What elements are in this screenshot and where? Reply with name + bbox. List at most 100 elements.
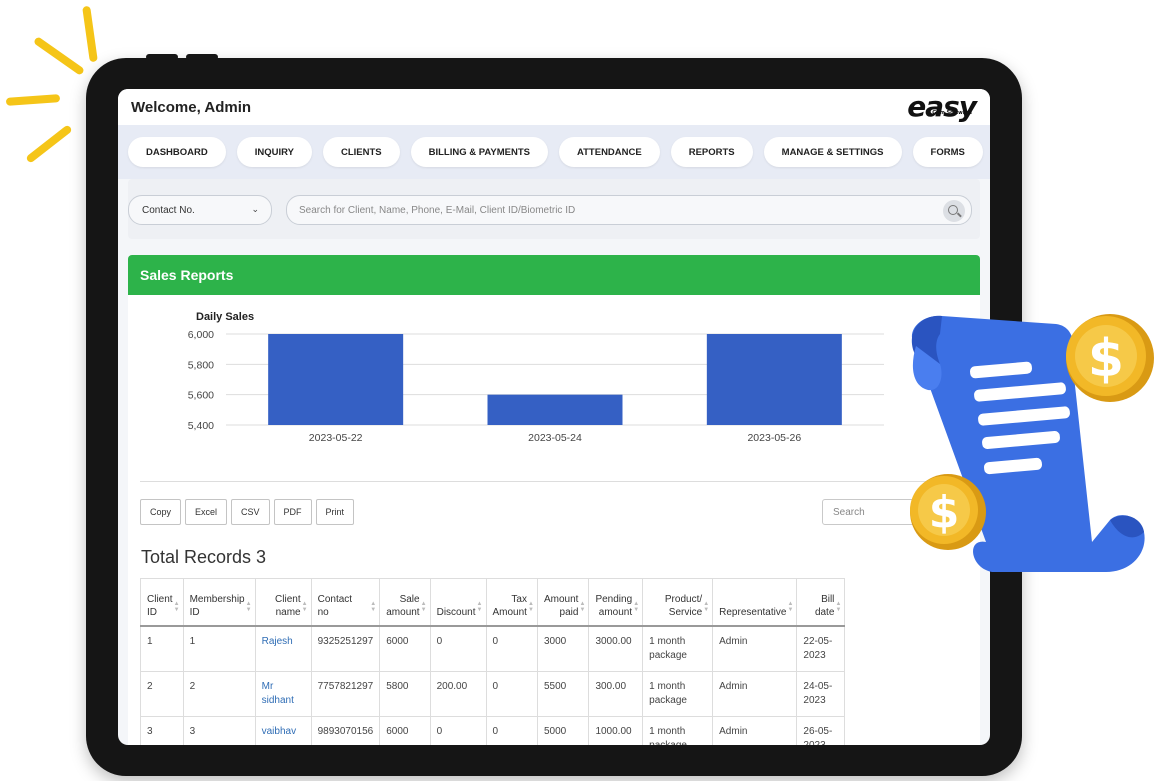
sort-icon[interactable]: ▲ ▼ xyxy=(370,600,377,613)
client-search-input[interactable]: Search for Client, Name, Phone, E-Mail, … xyxy=(286,195,972,225)
search-type-select[interactable]: Contact No. ⌄ xyxy=(128,195,272,225)
y-tick-label: 5,400 xyxy=(188,420,214,432)
x-tick-label: 2023-05-22 xyxy=(309,432,363,444)
logo-subtitle: Gym Software xyxy=(932,110,972,116)
table-cell: 2 xyxy=(182,670,256,717)
export-buttons: Copy Excel CSV PDF Print xyxy=(140,499,355,525)
client-name-link[interactable]: Rajesh xyxy=(254,625,312,672)
sales-report-card: Sales Reports 6,000 5,800 5,600 5,400 2023-0… xyxy=(128,255,980,745)
column-header[interactable]: Contact no ▲ ▼ xyxy=(310,578,381,627)
table-cell: 0 xyxy=(485,715,538,745)
nav-dashboard[interactable]: DASHBOARD xyxy=(128,137,226,167)
y-tick-label: 5,600 xyxy=(188,390,214,402)
nav-attendance[interactable]: ATTENDANCE xyxy=(558,137,660,167)
column-header-label: Client xyxy=(147,593,173,605)
nav-manage-settings[interactable]: MANAGE & SETTINGS xyxy=(763,137,902,167)
column-header-label: Product/ xyxy=(664,593,703,605)
column-header-label: Client xyxy=(275,593,301,605)
nav-inquiry[interactable]: INQUIRY xyxy=(236,137,312,167)
column-header-label: Representative xyxy=(719,606,787,618)
nav-forms[interactable]: FORMS xyxy=(912,137,983,167)
table-cell: 5000 xyxy=(536,715,590,745)
nav-clients[interactable]: CLIENTS xyxy=(322,137,400,167)
column-header-label: Discount xyxy=(436,606,476,618)
column-header[interactable]: Pending amount ▲ ▼ xyxy=(588,578,644,627)
column-header[interactable]: Client name ▲ ▼ xyxy=(254,578,312,627)
nav-reports[interactable]: REPORTS xyxy=(670,137,753,167)
sort-icon[interactable]: ▲ ▼ xyxy=(633,600,640,613)
column-header-label: amount xyxy=(598,606,633,618)
client-name-link[interactable]: Mr sidhant xyxy=(254,670,312,717)
decorative-burst-line xyxy=(25,124,73,164)
bar[interactable] xyxy=(487,394,623,425)
column-header-label: Amount xyxy=(492,606,527,618)
table-cell: 1 month package xyxy=(642,625,714,672)
table-cell: 5800 xyxy=(379,670,431,717)
svg-text:$: $ xyxy=(929,487,960,538)
column-header[interactable]: Discount ▲ ▼ xyxy=(429,578,487,627)
decorative-burst-line xyxy=(5,94,61,106)
table-cell: 9325251297 xyxy=(310,625,381,672)
column-header[interactable]: Membership ID ▲ ▼ xyxy=(182,578,256,627)
sort-icon[interactable]: ▲ ▼ xyxy=(173,600,180,613)
app-header: Welcome, Admin easy Gym Software xyxy=(118,89,990,125)
table-cell: 6000 xyxy=(379,625,431,672)
sort-icon[interactable]: ▲ ▼ xyxy=(579,600,586,613)
table-cell: Admin xyxy=(712,625,798,672)
table-cell: 1 month package xyxy=(642,670,714,717)
table-row: 1 1 Rajesh 9325251297 6000 0 0 3000 3000.00 1 mon… xyxy=(140,625,846,672)
sort-icon[interactable]: ▲ ▼ xyxy=(245,600,252,613)
dollar-coin-icon: $ xyxy=(910,474,986,550)
search-type-value: Contact No. xyxy=(142,204,195,216)
column-header[interactable]: Tax Amount ▲ ▼ xyxy=(485,578,538,627)
column-header[interactable]: Sale amount ▲ ▼ xyxy=(379,578,431,627)
column-header[interactable]: Bill date ▲ ▼ xyxy=(796,578,846,627)
pdf-button[interactable]: PDF xyxy=(273,499,312,525)
column-header[interactable]: Client ID ▲ ▼ xyxy=(140,578,184,627)
sort-icon[interactable]: ▲ ▼ xyxy=(835,600,842,613)
table-cell: 0 xyxy=(485,625,538,672)
sort-icon[interactable]: ▲ ▼ xyxy=(528,600,534,613)
brand-logo[interactable]: easy Gym Software xyxy=(907,93,977,121)
excel-button[interactable]: Excel xyxy=(185,499,228,525)
sort-icon[interactable]: ▲ ▼ xyxy=(787,600,794,613)
table-cell: 1000.00 xyxy=(588,715,644,745)
column-header-label: date xyxy=(814,606,835,618)
bar[interactable] xyxy=(268,334,404,425)
table-cell: 1 xyxy=(182,625,256,672)
x-tick-label: 2023-05-26 xyxy=(747,432,801,444)
csv-button[interactable]: CSV xyxy=(231,499,270,525)
column-header-label: Sale xyxy=(399,593,420,605)
client-name-link[interactable]: vaibhav xyxy=(254,715,312,745)
svg-text:$: $ xyxy=(1088,329,1124,389)
logo-text: easy xyxy=(907,90,977,123)
column-header-label: Amount xyxy=(543,593,579,605)
column-header[interactable]: Amount paid ▲ ▼ xyxy=(536,578,590,627)
bar[interactable] xyxy=(706,334,842,425)
column-header-label: Service xyxy=(668,606,703,618)
column-header-label: Contact xyxy=(317,593,353,605)
column-header-label: no xyxy=(317,606,329,618)
sales-table: Client ID ▲ ▼ Membership ID ▲ ▼ Client name ▲ ▼ Cont… xyxy=(140,578,846,745)
y-tick-label: 6,000 xyxy=(188,329,214,341)
column-header[interactable]: Product/Service ▲ ▼ xyxy=(642,578,714,627)
sort-icon[interactable]: ▲ ▼ xyxy=(703,600,710,613)
decorative-burst-line xyxy=(32,36,86,76)
table-cell: 26-05-2023 xyxy=(796,715,846,745)
sort-icon[interactable]: ▲ ▼ xyxy=(476,600,483,613)
table-row: 3 3 vaibhav 9893070156 6000 0 0 5000 1000.00 1 mo… xyxy=(140,715,846,745)
tablet-button xyxy=(146,54,178,60)
chevron-down-icon: ⌄ xyxy=(251,204,259,214)
column-header[interactable]: Representative ▲ ▼ xyxy=(712,578,798,627)
nav-billing-payments[interactable]: BILLING & PAYMENTS xyxy=(410,137,548,167)
copy-button[interactable]: Copy xyxy=(140,499,182,525)
sort-icon[interactable]: ▲ ▼ xyxy=(420,600,427,613)
table-cell: 7757821297 xyxy=(310,670,381,717)
sort-icon[interactable]: ▲ ▼ xyxy=(301,600,308,613)
table-cell: 0 xyxy=(429,715,487,745)
search-icon[interactable] xyxy=(943,200,965,222)
column-header-label: ID xyxy=(147,606,157,618)
daily-sales-chart: 6,000 5,800 5,600 5,400 2023-05-22 2023-05-24… xyxy=(128,295,980,475)
print-button[interactable]: Print xyxy=(315,499,355,525)
column-header-label: Bill xyxy=(821,593,835,605)
